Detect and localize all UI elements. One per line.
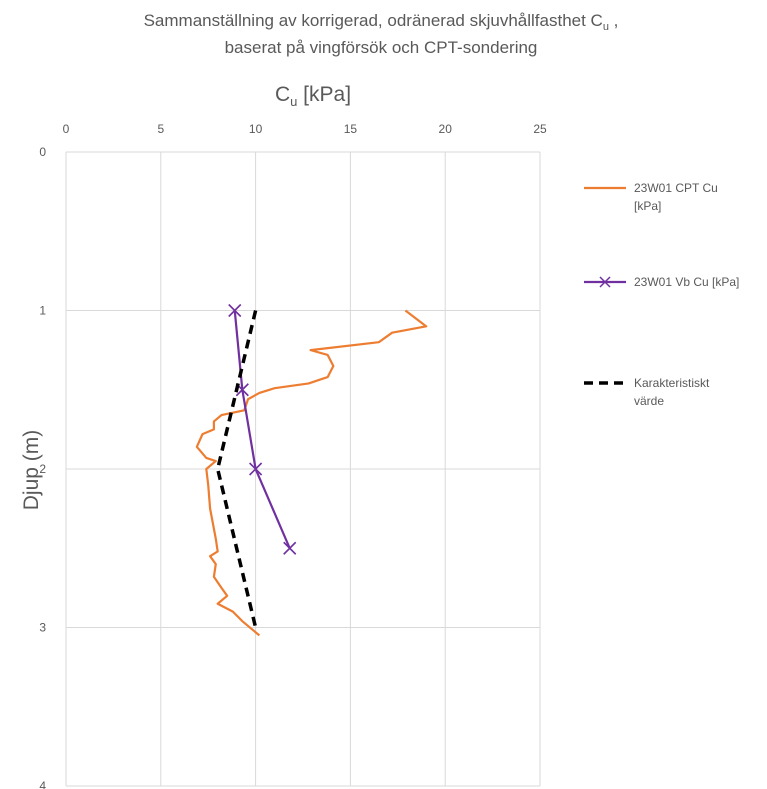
chart-title: Sammanställning av korrigerad, odränerad… bbox=[144, 11, 619, 57]
x-tick-label: 25 bbox=[533, 122, 547, 136]
series-line-3 bbox=[215, 310, 258, 628]
y-tick-label: 4 bbox=[39, 779, 46, 789]
series-marker-2 bbox=[283, 541, 297, 555]
series-marker-2 bbox=[249, 462, 263, 476]
x-axis-title: Cu [kPa] bbox=[275, 83, 351, 109]
legend-label-1: 23W01 CPT Cu bbox=[634, 181, 718, 195]
x-tick-label: 20 bbox=[439, 122, 453, 136]
series-line-1 bbox=[195, 309, 428, 637]
legend: 23W01 CPT Cu [kPa] 23W01 Vb Cu [kPa] Karakt… bbox=[584, 181, 739, 408]
y-tick-label: 0 bbox=[39, 145, 46, 159]
legend-marker-2 bbox=[599, 276, 611, 288]
x-tick-labels: 0 5 10 15 20 25 bbox=[63, 122, 547, 136]
series-line-2 bbox=[233, 310, 291, 549]
y-tick-labels: 0 1 2 3 4 bbox=[39, 145, 46, 789]
y-tick-label: 1 bbox=[39, 304, 46, 318]
legend-label-1-line2: [kPa] bbox=[634, 199, 661, 213]
y-axis-title: Djup (m) bbox=[20, 430, 43, 511]
chart-title-line2: baserat på vingförsök och CPT-sondering bbox=[225, 38, 538, 57]
series-layer bbox=[195, 303, 428, 637]
x-tick-label: 0 bbox=[63, 122, 70, 136]
legend-label-2: 23W01 Vb Cu [kPa] bbox=[634, 275, 739, 289]
x-tick-label: 5 bbox=[157, 122, 164, 136]
legend-label-3-line2: värde bbox=[634, 394, 664, 408]
x-tick-label: 10 bbox=[249, 122, 263, 136]
series-marker-2 bbox=[228, 303, 242, 318]
gridlines bbox=[65, 151, 541, 787]
legend-label-3: Karakteristiskt bbox=[634, 376, 710, 390]
x-tick-label: 15 bbox=[344, 122, 358, 136]
chart-title-line1: Sammanställning av korrigerad, odränerad… bbox=[144, 11, 619, 33]
y-tick-label: 3 bbox=[39, 621, 46, 635]
y-tick-label: 2 bbox=[39, 462, 46, 476]
